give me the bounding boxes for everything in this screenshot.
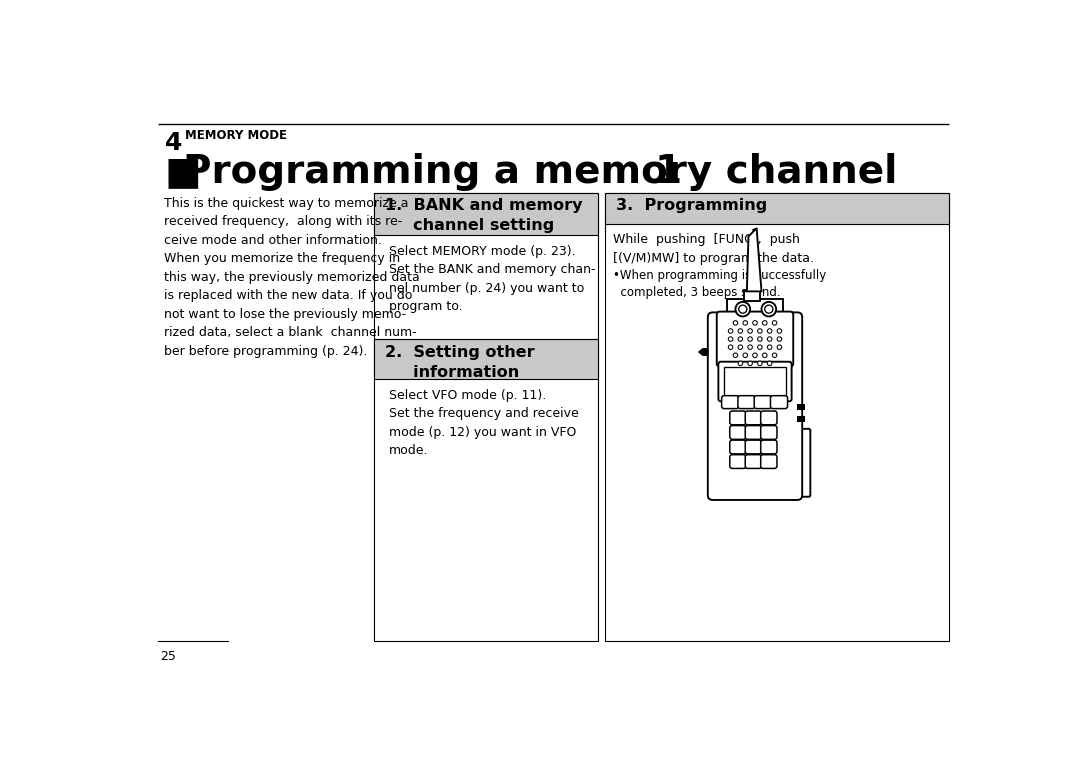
Circle shape	[738, 361, 743, 366]
Text: Programming a memory channel: Programming a memory channel	[183, 153, 897, 191]
Circle shape	[733, 321, 738, 325]
Circle shape	[747, 328, 753, 333]
Circle shape	[728, 345, 733, 350]
Circle shape	[728, 328, 733, 333]
Text: 4: 4	[164, 132, 181, 155]
FancyBboxPatch shape	[770, 395, 787, 408]
Bar	[797, 416, 805, 422]
Circle shape	[768, 345, 772, 350]
Circle shape	[728, 337, 733, 341]
Circle shape	[765, 305, 773, 313]
Circle shape	[757, 361, 762, 366]
FancyBboxPatch shape	[721, 395, 739, 408]
FancyBboxPatch shape	[738, 395, 755, 408]
Circle shape	[753, 353, 757, 357]
Text: 1.  BANK and memory
     channel setting: 1. BANK and memory channel setting	[384, 198, 582, 233]
FancyBboxPatch shape	[717, 312, 793, 367]
FancyArrow shape	[699, 349, 707, 355]
FancyBboxPatch shape	[730, 440, 746, 454]
Circle shape	[747, 337, 753, 341]
Circle shape	[743, 353, 747, 357]
Circle shape	[762, 321, 767, 325]
Circle shape	[757, 345, 762, 350]
FancyBboxPatch shape	[730, 426, 746, 440]
Text: Select VFO mode (p. 11).
Set the frequency and receive
mode (p. 12) you want in : Select VFO mode (p. 11). Set the frequen…	[389, 389, 579, 457]
FancyBboxPatch shape	[796, 429, 810, 497]
Circle shape	[762, 353, 767, 357]
FancyBboxPatch shape	[745, 426, 761, 440]
Circle shape	[772, 353, 777, 357]
Circle shape	[753, 321, 757, 325]
Circle shape	[738, 328, 743, 333]
FancyBboxPatch shape	[754, 395, 771, 408]
Bar	[374, 193, 598, 641]
Text: •When programming is successfully
  completed, 3 beeps sound.: •When programming is successfully comple…	[613, 268, 826, 299]
Text: MEMORY MODE: MEMORY MODE	[186, 130, 287, 142]
Text: ■: ■	[164, 153, 201, 191]
Bar	[797, 404, 805, 410]
Circle shape	[778, 345, 782, 350]
Circle shape	[738, 345, 743, 350]
Circle shape	[761, 302, 777, 316]
Circle shape	[743, 321, 747, 325]
FancyBboxPatch shape	[760, 411, 777, 424]
Circle shape	[747, 345, 753, 350]
Circle shape	[757, 337, 762, 341]
FancyBboxPatch shape	[730, 455, 746, 469]
FancyBboxPatch shape	[745, 411, 761, 424]
Bar	[606, 193, 948, 641]
Circle shape	[733, 353, 738, 357]
Polygon shape	[747, 229, 761, 291]
Bar	[727, 299, 783, 317]
FancyBboxPatch shape	[760, 440, 777, 454]
Text: 25: 25	[160, 651, 176, 664]
FancyBboxPatch shape	[730, 411, 746, 424]
Circle shape	[778, 328, 782, 333]
Circle shape	[757, 328, 762, 333]
Circle shape	[778, 337, 782, 341]
Bar	[374, 339, 598, 379]
Circle shape	[772, 321, 777, 325]
Text: When you memorize the frequency in
this way, the previously memorized data
is re: When you memorize the frequency in this …	[164, 252, 420, 358]
FancyBboxPatch shape	[745, 440, 761, 454]
Text: 3.  Programming: 3. Programming	[617, 198, 768, 213]
Circle shape	[768, 361, 772, 366]
Bar	[374, 193, 598, 235]
Bar	[606, 193, 948, 224]
Bar	[724, 367, 786, 395]
Circle shape	[768, 337, 772, 341]
FancyBboxPatch shape	[745, 455, 761, 469]
Text: Select MEMORY mode (p. 23).
Set the BANK and memory chan-
nel number (p. 24) you: Select MEMORY mode (p. 23). Set the BANK…	[389, 245, 596, 313]
Text: 1: 1	[654, 153, 681, 191]
Circle shape	[735, 302, 751, 316]
FancyBboxPatch shape	[718, 362, 792, 402]
Circle shape	[738, 337, 743, 341]
Text: 2.  Setting other
     information: 2. Setting other information	[384, 344, 535, 379]
Text: This is the quickest way to memorize a
received frequency,  along with its re-
c: This is the quickest way to memorize a r…	[164, 197, 409, 247]
Circle shape	[768, 328, 772, 333]
Text: While  pushing  [FUNC],  push
[(V/M)MW] to program the data.: While pushing [FUNC], push [(V/M)MW] to …	[613, 233, 814, 264]
Circle shape	[747, 361, 753, 366]
FancyBboxPatch shape	[760, 455, 777, 469]
Circle shape	[739, 305, 747, 313]
FancyBboxPatch shape	[760, 426, 777, 440]
FancyBboxPatch shape	[707, 312, 802, 500]
Bar	[744, 291, 760, 301]
